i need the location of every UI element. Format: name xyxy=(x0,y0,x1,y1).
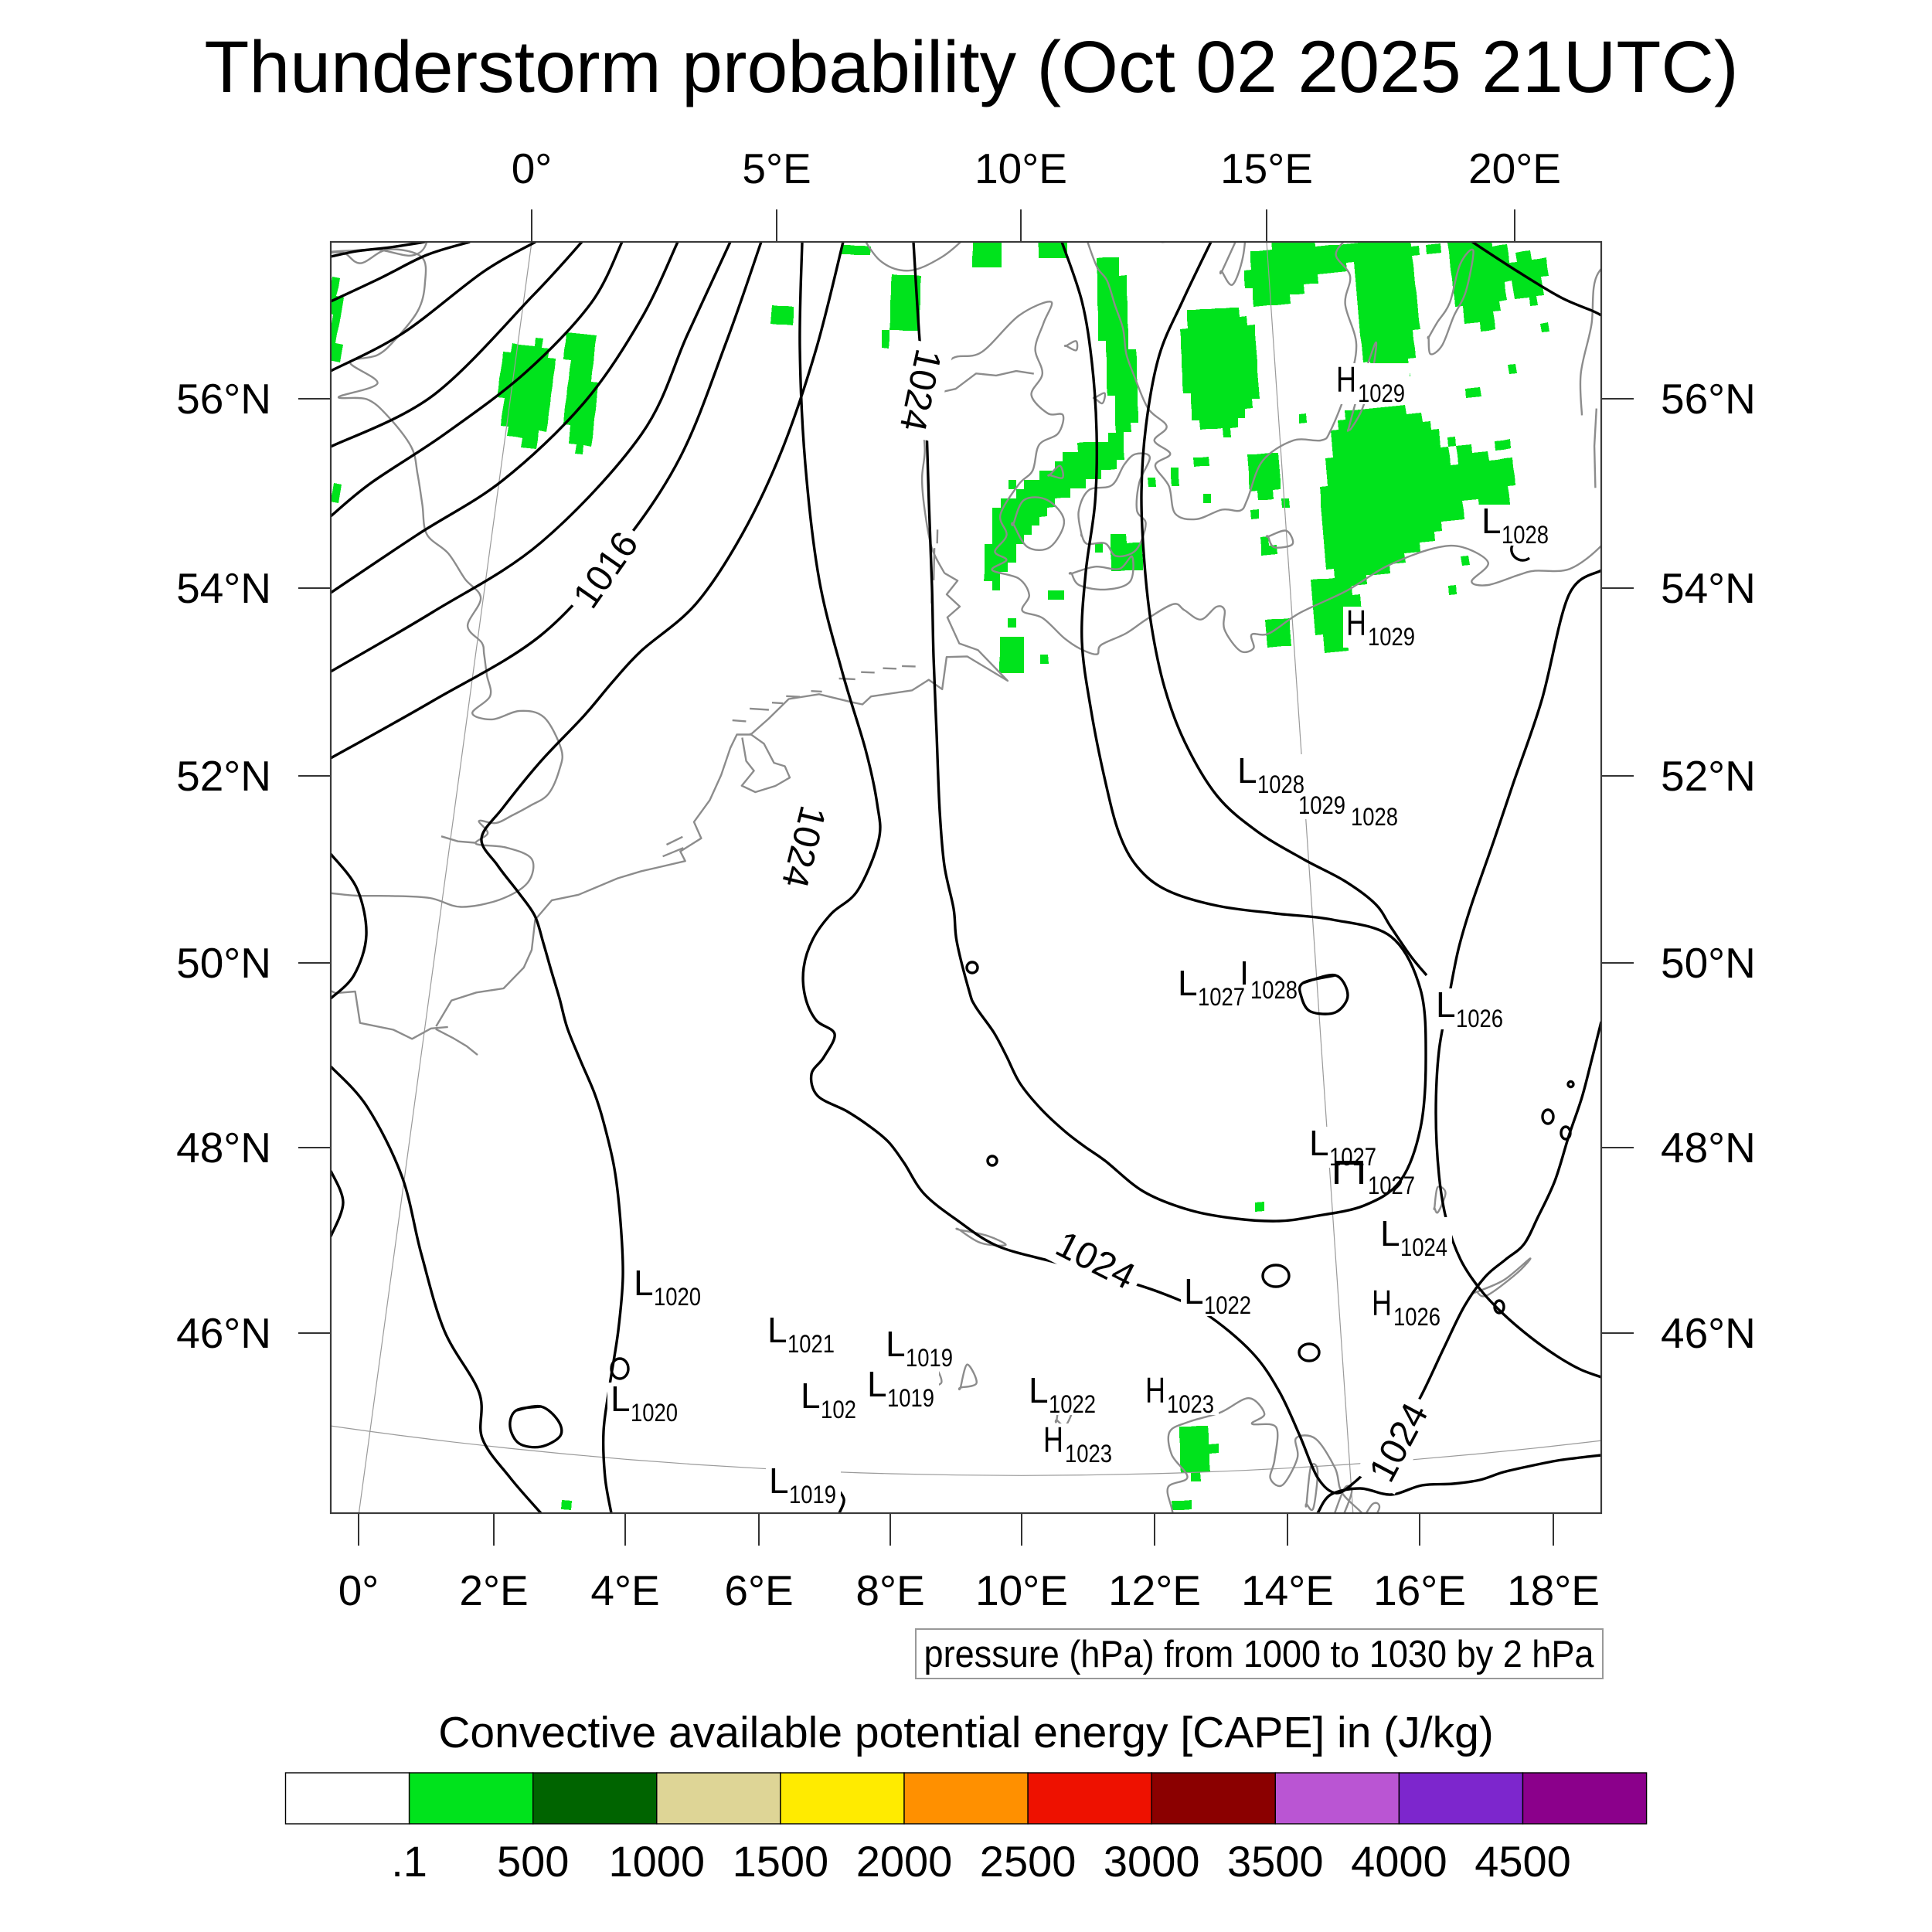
svg-text:50°N: 50°N xyxy=(176,939,271,987)
svg-text:18°E: 18°E xyxy=(1507,1566,1600,1614)
svg-text:2000: 2000 xyxy=(856,1837,953,1886)
svg-text:H: H xyxy=(1145,1370,1165,1410)
svg-text:52°N: 52°N xyxy=(176,752,271,800)
svg-text:1023: 1023 xyxy=(1167,1390,1214,1418)
svg-text:54°N: 54°N xyxy=(1661,564,1756,612)
svg-text:L: L xyxy=(611,1379,631,1419)
svg-text:L: L xyxy=(1481,501,1502,541)
svg-text:1022: 1022 xyxy=(1049,1390,1096,1418)
svg-text:14°E: 14°E xyxy=(1241,1566,1334,1614)
svg-text:1028: 1028 xyxy=(1351,803,1398,831)
svg-text:46°N: 46°N xyxy=(1661,1309,1756,1357)
svg-text:4000: 4000 xyxy=(1351,1837,1447,1886)
svg-text:1028: 1028 xyxy=(1502,521,1549,549)
svg-text:L: L xyxy=(886,1324,906,1364)
svg-text:1019: 1019 xyxy=(887,1384,934,1412)
svg-text:3000: 3000 xyxy=(1104,1837,1200,1886)
svg-text:L: L xyxy=(1029,1370,1049,1410)
svg-text:L: L xyxy=(1184,1271,1204,1311)
svg-text:.1: .1 xyxy=(391,1837,427,1886)
svg-text:L: L xyxy=(1309,1123,1329,1163)
svg-text:L: L xyxy=(1178,963,1198,1003)
svg-text:L: L xyxy=(1237,750,1257,791)
svg-text:H: H xyxy=(1336,359,1356,400)
svg-text:1029: 1029 xyxy=(1368,623,1415,651)
svg-text:1026: 1026 xyxy=(1393,1303,1440,1331)
svg-text:H: H xyxy=(1372,1283,1392,1323)
svg-text:4°E: 4°E xyxy=(590,1566,659,1614)
svg-text:L: L xyxy=(867,1364,887,1404)
svg-text:20°E: 20°E xyxy=(1468,145,1561,192)
svg-text:1028: 1028 xyxy=(1250,976,1298,1004)
svg-text:1022: 1022 xyxy=(1204,1291,1251,1319)
svg-text:L: L xyxy=(801,1376,821,1416)
svg-text:10°E: 10°E xyxy=(975,1566,1068,1614)
svg-text:H: H xyxy=(1346,603,1366,643)
svg-text:0°: 0° xyxy=(512,145,553,192)
svg-text:6°E: 6°E xyxy=(724,1566,793,1614)
svg-text:52°N: 52°N xyxy=(1661,752,1756,800)
svg-text:500: 500 xyxy=(497,1837,569,1886)
svg-text:2500: 2500 xyxy=(980,1837,1077,1886)
svg-text:46°N: 46°N xyxy=(176,1309,271,1357)
svg-text:2°E: 2°E xyxy=(459,1566,528,1614)
svg-text:4500: 4500 xyxy=(1475,1837,1571,1886)
svg-text:1500: 1500 xyxy=(733,1837,829,1886)
svg-text:102: 102 xyxy=(821,1396,856,1423)
svg-text:1021: 1021 xyxy=(787,1330,835,1358)
svg-text:48°N: 48°N xyxy=(1661,1124,1756,1172)
svg-text:1026: 1026 xyxy=(1456,1005,1503,1032)
svg-text:1020: 1020 xyxy=(631,1399,678,1427)
svg-text:5°E: 5°E xyxy=(742,145,811,192)
svg-text:56°N: 56°N xyxy=(1661,375,1756,423)
svg-text:L: L xyxy=(767,1310,787,1350)
svg-text:48°N: 48°N xyxy=(176,1124,271,1172)
svg-text:H: H xyxy=(1043,1420,1063,1460)
svg-text:1020: 1020 xyxy=(654,1283,701,1311)
svg-text:L: L xyxy=(769,1461,789,1501)
svg-text:1029: 1029 xyxy=(1358,379,1405,407)
svg-text:1023: 1023 xyxy=(1065,1440,1112,1468)
svg-text:1024: 1024 xyxy=(1400,1233,1447,1261)
svg-text:12°E: 12°E xyxy=(1108,1566,1201,1614)
svg-text:16°E: 16°E xyxy=(1373,1566,1466,1614)
svg-text:1029: 1029 xyxy=(1298,791,1345,819)
svg-text:0°: 0° xyxy=(338,1566,379,1614)
svg-text:L: L xyxy=(634,1263,654,1303)
svg-text:1019: 1019 xyxy=(906,1344,953,1372)
svg-text:15°E: 15°E xyxy=(1220,145,1313,192)
svg-text:8°E: 8°E xyxy=(855,1566,924,1614)
svg-text:50°N: 50°N xyxy=(1661,939,1756,987)
svg-text:10°E: 10°E xyxy=(975,145,1067,192)
svg-text:L: L xyxy=(1380,1213,1400,1253)
svg-text:1027: 1027 xyxy=(1368,1172,1415,1199)
svg-text:Convective available potential: Convective available potential energy [C… xyxy=(438,1708,1494,1757)
svg-text:Thunderstorm probability (Oct: Thunderstorm probability (Oct 02 2025 21… xyxy=(204,26,1738,108)
svg-text:L: L xyxy=(1436,985,1456,1025)
svg-text:3500: 3500 xyxy=(1227,1837,1324,1886)
svg-text:1000: 1000 xyxy=(609,1837,706,1886)
svg-text:56°N: 56°N xyxy=(176,375,271,423)
svg-text:pressure (hPa) from 1000 to 10: pressure (hPa) from 1000 to 1030 by 2 hP… xyxy=(924,1634,1595,1675)
svg-text:1019: 1019 xyxy=(789,1481,836,1509)
svg-text:54°N: 54°N xyxy=(176,564,271,612)
svg-text:1027: 1027 xyxy=(1198,983,1245,1011)
